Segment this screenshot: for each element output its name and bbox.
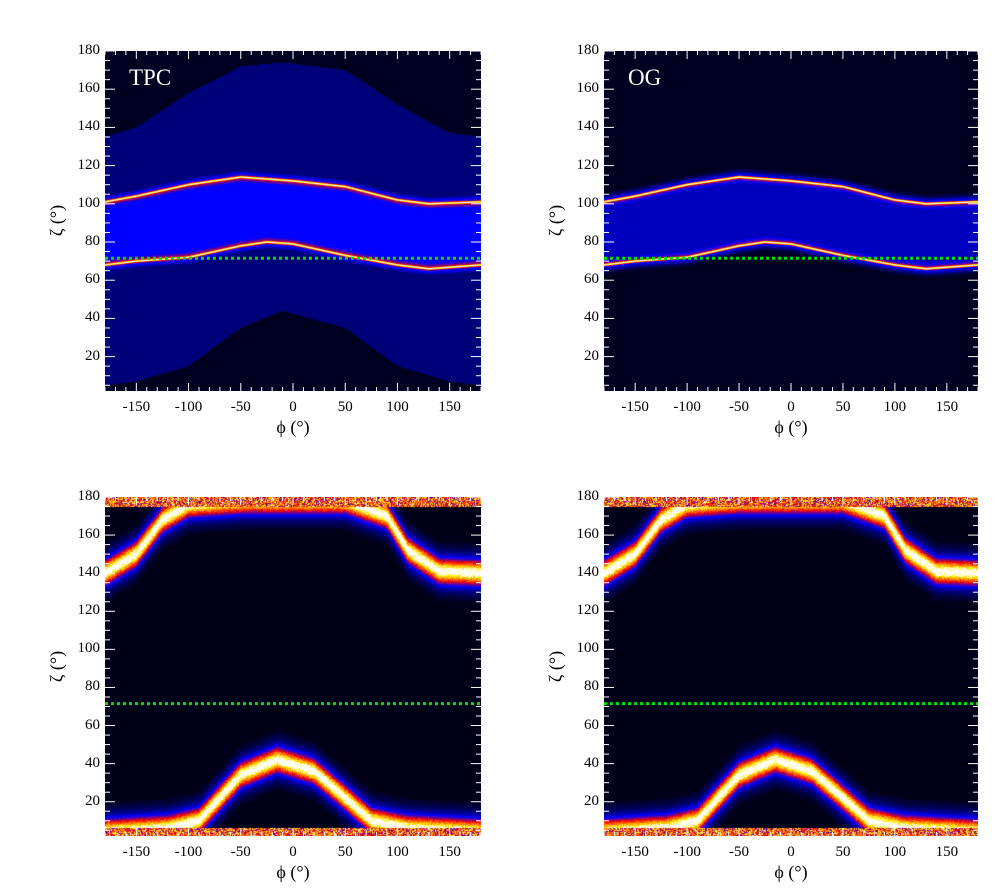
y-tick-label: 180 [77,42,101,58]
y-axis-label: ζ (°) [545,650,566,682]
x-tick-label: -100 [174,399,203,415]
y-tick-label: 60 [584,271,599,288]
y-tick-label: 60 [584,716,599,733]
y-tick-label: 160 [576,526,600,543]
x-tick-label: 100 [883,399,907,415]
y-axis-label: ζ (°) [46,204,67,237]
y-tick-label: 100 [77,194,101,211]
x-tick-label: -100 [673,844,701,860]
x-tick-label: 150 [438,399,461,415]
axes-overlay [603,496,979,836]
y-tick-label: 140 [576,564,600,581]
x-tick-label: 0 [289,399,297,415]
y-tick-label: 180 [576,42,600,58]
y-tick-label: 140 [576,118,600,135]
heatmap-panel-top-left: TPC [104,50,482,391]
y-tick-label: 120 [77,602,101,619]
heatmap-panel-top-right: OG [603,50,979,391]
y-tick-label: 120 [576,156,600,173]
y-axis-label: ζ (°) [46,650,67,682]
heatmap-image [105,497,481,836]
y-tick-label: 140 [77,118,101,135]
x-tick-label: -150 [122,399,151,415]
x-tick-label: 50 [835,399,851,415]
x-tick-label: 150 [935,399,959,415]
x-axis-label: ϕ (°) [276,862,310,882]
heatmap-image [604,51,978,391]
x-tick-label: 50 [835,844,851,860]
axes-overlay [104,50,482,391]
axes-overlay [104,496,482,836]
y-tick-label: 160 [576,80,600,97]
x-axis-label: ϕ (°) [774,417,808,437]
y-tick-label: 40 [85,309,100,326]
x-tick-label: 100 [883,844,907,860]
y-tick-label: 180 [77,488,101,504]
y-tick-label: 140 [77,564,101,581]
panel-label: TPC [129,65,172,90]
x-tick-label: -150 [122,844,151,860]
y-tick-label: 40 [584,754,599,771]
x-tick-label: -50 [729,399,750,415]
y-tick-label: 20 [584,792,599,809]
x-tick-label: -150 [621,399,649,415]
y-tick-label: 100 [576,194,600,211]
y-tick-label: 120 [77,156,101,173]
x-tick-label: -150 [621,844,649,860]
y-axis-label: ζ (°) [545,204,566,237]
x-axis-label: ϕ (°) [276,417,310,437]
x-tick-label: 0 [787,399,795,415]
y-tick-label: 120 [576,602,600,619]
x-tick-label: -50 [729,844,750,860]
y-tick-label: 20 [584,347,599,364]
y-tick-label: 160 [77,526,101,543]
axes-overlay [603,50,979,391]
y-tick-label: 80 [85,678,100,695]
x-tick-label: -50 [230,399,251,415]
x-tick-label: 0 [289,844,297,860]
y-tick-label: 20 [85,792,100,809]
x-tick-label: 100 [386,844,409,860]
y-tick-label: 100 [77,640,101,657]
heatmap-image [105,51,481,391]
y-tick-label: 80 [584,678,599,695]
x-tick-label: -50 [230,844,251,860]
y-tick-label: 160 [77,80,101,97]
x-axis-label: ϕ (°) [774,862,808,882]
x-tick-label: -100 [673,399,701,415]
panel-label: OG [628,65,662,90]
x-tick-label: 150 [935,844,959,860]
y-tick-label: 60 [85,716,100,733]
x-tick-label: -100 [174,844,203,860]
y-tick-label: 80 [584,233,599,249]
heatmap-panel-bottom-left [104,496,482,836]
x-tick-label: 50 [337,399,353,415]
y-tick-label: 60 [85,271,100,288]
y-tick-label: 80 [85,233,100,249]
heatmap-image [604,497,978,836]
y-tick-label: 40 [584,309,599,326]
x-tick-label: 50 [337,844,353,860]
x-tick-label: 0 [787,844,795,860]
x-tick-label: 100 [386,399,409,415]
heatmap-panel-bottom-right [603,496,979,836]
y-tick-label: 180 [576,488,600,504]
x-tick-label: 150 [438,844,461,860]
y-tick-label: 40 [85,754,100,771]
y-tick-label: 20 [85,347,100,364]
y-tick-label: 100 [576,640,600,657]
